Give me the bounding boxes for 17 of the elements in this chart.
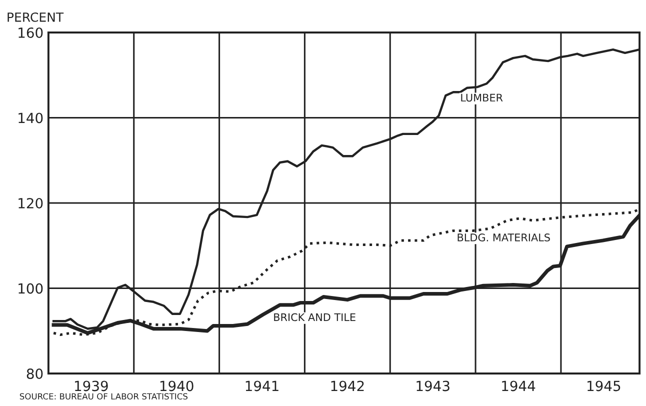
series-label: BLDG. MATERIALS (458, 234, 550, 242)
x-tick-label: 1943 (416, 380, 450, 392)
y-tick-label: 100 (18, 283, 43, 294)
x-tick-label: 1944 (502, 380, 536, 392)
y-tick-label: 120 (18, 198, 43, 208)
x-tick-label: 1941 (246, 380, 278, 392)
x-tick-label: 1945 (588, 380, 620, 392)
y-tick-label: 80 (26, 368, 43, 379)
x-tick-label: 1942 (331, 380, 364, 392)
y-axis-title: PERCENT (8, 12, 64, 22)
y-tick-label: 160 (18, 27, 43, 38)
y-tick-label: 140 (18, 112, 43, 124)
x-tick-label: 1939 (75, 380, 108, 392)
source-note: SOURCE: BUREAU OF LABOR STATISTICS (20, 393, 188, 400)
series-label: BRICK AND TILE (274, 313, 356, 322)
x-tick-label: 1940 (160, 380, 194, 392)
series-label: LUMBER (461, 94, 503, 102)
